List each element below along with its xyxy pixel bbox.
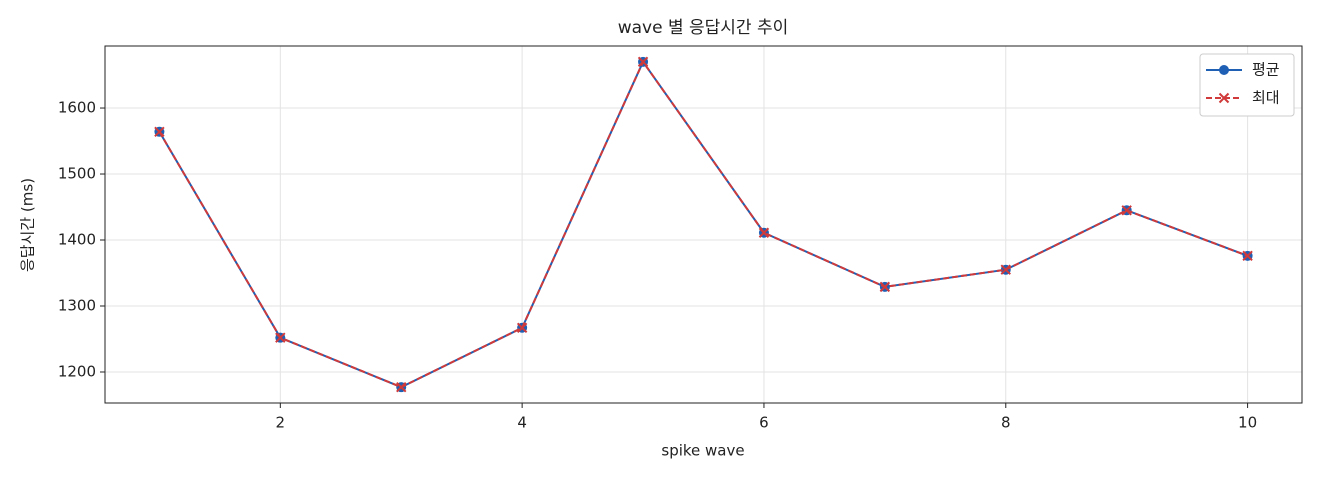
data-point [396,381,407,393]
data-point [758,227,770,238]
x-tick-label: 4 [517,414,527,432]
y-tick-label: 1400 [58,231,96,249]
series-line [158,59,1248,389]
y-tick-label: 1200 [58,362,96,380]
legend-box [1199,53,1295,117]
series-line [158,59,1248,389]
data-point [879,281,891,293]
data-point [1242,250,1253,262]
y-axis-label: 응답시간 (ms) [19,178,37,272]
data-point [275,332,286,343]
x-tick-label: 8 [1001,414,1011,432]
legend-marker [1219,65,1229,75]
data-point [516,322,528,333]
data-point [154,126,165,137]
x-tick-label: 6 [759,414,769,432]
y-tick-label: 1300 [58,296,96,314]
x-tick-label: 10 [1238,414,1257,432]
legend-label: 평균 [1252,61,1280,79]
y-tick-label: 1600 [58,99,96,117]
legend-label: 최대 [1252,89,1280,107]
x-axis-label: spike wave [661,442,744,460]
y-tick-label: 1500 [58,165,96,183]
data-point [1121,205,1132,216]
legend-marker [1218,92,1230,104]
plot-frame [104,45,1303,404]
x-tick-label: 2 [276,414,286,432]
data-point [637,56,649,68]
chart-title: wave 별 응답시간 추이 [618,18,789,38]
data-point [1000,264,1011,275]
